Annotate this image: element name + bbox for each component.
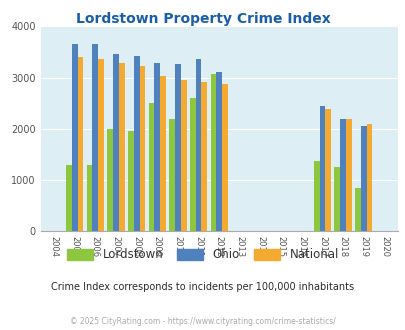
Bar xyxy=(86,165,92,231)
Bar xyxy=(107,129,113,231)
Bar xyxy=(66,165,72,231)
Bar xyxy=(160,76,166,231)
Bar xyxy=(180,80,186,231)
Bar xyxy=(339,119,345,231)
Bar xyxy=(334,167,339,231)
Bar xyxy=(190,98,195,231)
Text: © 2025 CityRating.com - https://www.cityrating.com/crime-statistics/: © 2025 CityRating.com - https://www.city… xyxy=(70,317,335,326)
Bar xyxy=(119,63,124,231)
Bar xyxy=(345,119,351,231)
Bar xyxy=(313,161,319,231)
Bar xyxy=(72,44,77,231)
Bar xyxy=(139,66,145,231)
Bar xyxy=(210,75,216,231)
Bar xyxy=(148,103,154,231)
Bar xyxy=(222,84,227,231)
Legend: Lordstown, Ohio, National: Lordstown, Ohio, National xyxy=(67,248,338,261)
Text: Crime Index corresponds to incidents per 100,000 inhabitants: Crime Index corresponds to incidents per… xyxy=(51,282,354,292)
Bar xyxy=(175,64,180,231)
Text: Lordstown Property Crime Index: Lordstown Property Crime Index xyxy=(75,12,330,25)
Bar xyxy=(154,63,160,231)
Bar xyxy=(360,126,366,231)
Bar xyxy=(77,57,83,231)
Bar xyxy=(319,106,324,231)
Bar xyxy=(216,72,222,231)
Bar xyxy=(354,187,360,231)
Bar xyxy=(324,109,330,231)
Bar xyxy=(98,59,104,231)
Bar xyxy=(133,55,139,231)
Bar xyxy=(201,82,207,231)
Bar xyxy=(366,124,371,231)
Bar xyxy=(92,44,98,231)
Bar xyxy=(113,54,119,231)
Bar xyxy=(169,119,175,231)
Bar xyxy=(128,131,133,231)
Bar xyxy=(195,59,201,231)
